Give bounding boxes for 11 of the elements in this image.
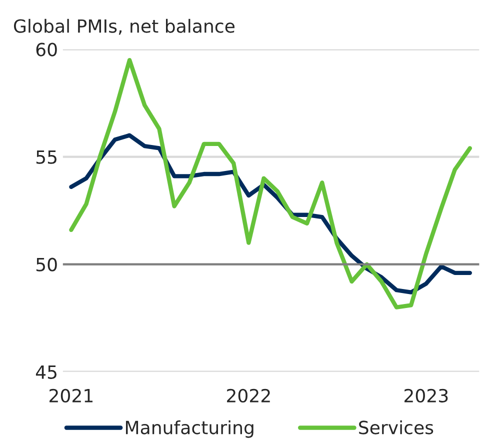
x-tick-label: 2023 — [404, 388, 448, 402]
x-tick-label: 2022 — [227, 388, 270, 402]
x-tick-label: 2021 — [50, 388, 92, 402]
legend-label: Manufacturing — [126, 420, 254, 438]
y-tick-label: 55 — [36, 150, 56, 164]
y-tick-label: 50 — [36, 258, 57, 272]
line-series — [69, 58, 472, 310]
y-tick-label: 60 — [36, 42, 57, 56]
legend-label: Services — [359, 420, 434, 434]
chart-title: Global PMIs, net balance — [14, 18, 234, 35]
y-tick-label: 45 — [36, 366, 56, 379]
